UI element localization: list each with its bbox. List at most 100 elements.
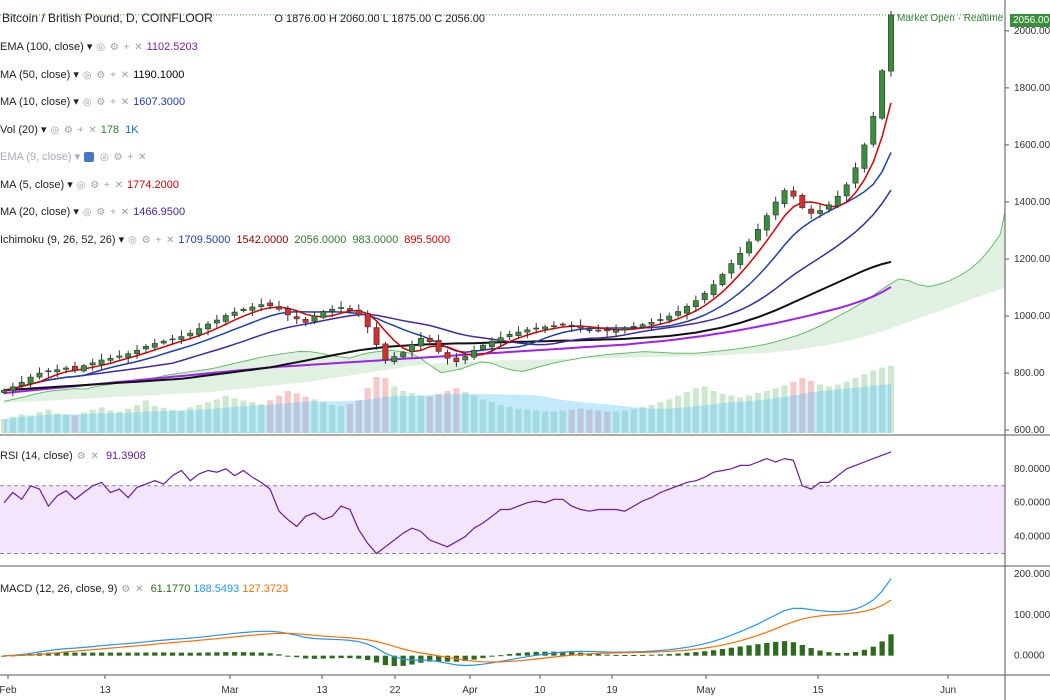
volume-bar [45,409,52,433]
volume-bar [648,405,655,433]
volume-bar [710,391,717,433]
rsi-tick-label: 60.0000 [1014,498,1050,509]
candle-body [701,292,708,300]
volume-bar [683,391,691,433]
y-tick-label: 1400.00 [1014,197,1050,208]
indicator-name: Ichimoku (9, 26, 52, 26) ▾ [0,233,125,246]
macd-histogram-bar [276,654,282,656]
macd-histogram-bar [240,652,247,656]
indicator-legend-row[interactable]: MA (20, close) ▾ ◎ ⚙ + ✕ 1466.9500 [0,205,191,220]
indicator-legend-row[interactable]: EMA (100, close) ▾ ◎ ⚙ + ✕ 1102.5203 [0,40,204,55]
indicator-value: 983.0000 [352,233,399,246]
indicator-value: 895.5000 [404,233,451,246]
candle-body [692,300,699,307]
candle-body [311,315,318,322]
candle-body [825,204,832,210]
candle-body [834,195,841,207]
volume-bar [196,405,203,433]
ma5-line [3,102,892,391]
candle-body [808,208,815,214]
indicator-name: Vol (20) ▾ [0,123,47,136]
candle-body [18,381,25,387]
indicator-name: EMA (9, close) ▾ [0,151,81,163]
volume-bar [426,396,433,433]
candle-body [550,325,557,328]
legend-controls-icon[interactable]: ◎ ⚙ + ✕ [82,97,131,108]
candle-body [630,326,637,328]
volume-bar [346,404,354,433]
candle-body [222,315,229,322]
candle-body [639,324,646,328]
volume-bar [861,374,868,433]
volume-bar [222,395,229,433]
ma20-line [3,189,892,391]
legend-controls-icon[interactable]: ◎ ⚙ + ✕ [82,207,131,218]
macd-histogram-bar [116,652,122,656]
candle-body [134,349,140,355]
volume-bar [816,384,824,433]
legend-controls-icon[interactable]: ◎ ⚙ + ✕ [50,124,98,136]
volume-bar [320,402,327,433]
indicator-value: 1774.2000 [127,178,180,191]
volume-bar [391,386,398,433]
volume-bar [107,410,114,433]
visibility-toggle-icon[interactable] [84,152,95,163]
indicator-legend-row[interactable]: MA (10, close) ▾ ◎ ⚙ + ✕ 1607.3000 [0,95,191,110]
macd-histogram-bar [693,652,699,656]
volume-bar [604,411,611,433]
macd-tick-label: 0.0000 [1014,651,1045,662]
macd-histogram-bar [63,652,69,656]
rsi-band [0,485,1005,554]
volume-bar [187,407,194,433]
candle-body [142,345,149,350]
legend-controls-icon[interactable]: ◎ ⚙ + ✕ [82,69,131,81]
candle-body [817,210,823,214]
legend-controls-icon[interactable]: ◎ ⚙ + ✕ [96,42,144,53]
candle-body [506,334,513,338]
candle-body [36,372,43,378]
volume-bar [763,391,770,433]
volume-bar [515,408,522,433]
candle-body [772,201,779,216]
macd-histogram-bar [852,651,859,656]
candle-body [426,338,433,343]
macd-histogram-bar [506,653,513,656]
rsi-tick-label: 40.0000 [1014,532,1050,543]
macd-histogram-bar [143,652,149,656]
macd-histogram-bar [373,655,380,663]
legend-controls-icon[interactable]: ◎ ⚙ + ✕ [76,179,125,191]
macd-histogram-bar [861,649,868,656]
y-tick-label: 1200.00 [1014,254,1050,265]
macd-histogram-bar [311,655,318,659]
candle-body [533,327,540,330]
symbol-title[interactable]: Bitcoin / British Pound, D, COINFLOOR [2,11,213,25]
indicator-legend-row[interactable]: Ichimoku (9, 26, 52, 26) ▾ ◎ ⚙ + ✕ 1709.50… [0,233,456,248]
macd-histogram-bar [302,655,309,659]
macd-histogram-bar [90,652,96,656]
macd-histogram-bar [152,652,158,656]
volume-bar [311,399,318,433]
candle-body [125,353,132,358]
legend-controls-icon[interactable]: ◎ ⚙ + ✕ [100,152,148,163]
volume-bar [675,395,682,433]
volume-bar [408,392,416,433]
macd-histogram-bar [98,652,105,656]
indicator-value: 1K [125,123,139,136]
indicator-legend-row[interactable]: MA (50, close) ▾ ◎ ⚙ + ✕ 1190.1000 [0,68,190,83]
indicator-legend-row[interactable]: MA (5, close) ▾ ◎ ⚙ + ✕ 1774.2000 [0,178,185,193]
candle-body [888,14,894,72]
macd-histogram-bar [826,652,832,656]
volume-bar [887,365,895,433]
macd-histogram-bar [746,645,752,656]
candle-body [746,241,753,254]
macd-histogram-bar [169,652,176,656]
x-tick-label: 10 [534,685,546,696]
legend-controls-icon[interactable]: ◎ ⚙ + ✕ [128,234,176,246]
candle-body [568,324,575,327]
x-tick-label: 13 [99,685,111,696]
indicator-legend-row[interactable]: Vol (20) ▾ ◎ ⚙ + ✕ 178 1K [0,123,145,138]
macd-histogram-bar [844,652,850,656]
indicator-legend-row[interactable]: EMA (9, close) ▾ ◎ ⚙ + ✕ [0,150,150,165]
candle-body [488,340,495,348]
